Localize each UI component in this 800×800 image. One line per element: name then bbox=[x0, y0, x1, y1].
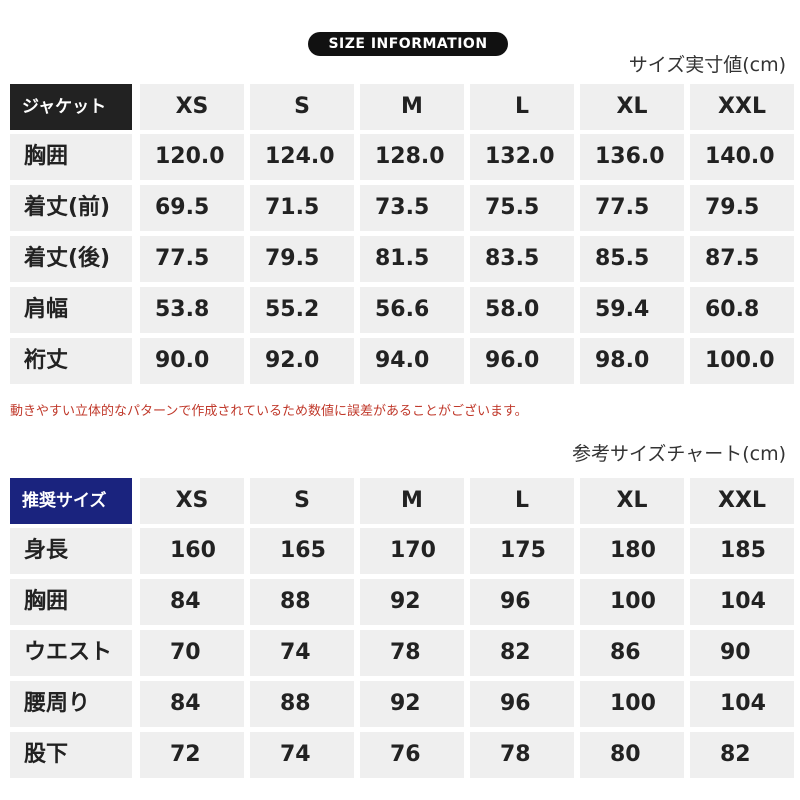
table-cell: 78 bbox=[360, 630, 464, 676]
table-cell: 100 bbox=[580, 681, 684, 727]
header-cell: XXL bbox=[690, 478, 794, 524]
table-cell: 69.5 bbox=[140, 185, 244, 231]
row-label: 股下 bbox=[10, 732, 132, 778]
table-cell: 128.0 bbox=[360, 134, 464, 180]
header-cell: XXL bbox=[690, 84, 794, 130]
header-cell: L bbox=[470, 478, 574, 524]
table-cell: 76 bbox=[360, 732, 464, 778]
table-cell: 55.2 bbox=[250, 287, 354, 333]
table-cell: 124.0 bbox=[250, 134, 354, 180]
table-cell: 79.5 bbox=[250, 236, 354, 282]
table-cell: 120.0 bbox=[140, 134, 244, 180]
header-label: ジャケット bbox=[10, 84, 132, 130]
table-cell: 96 bbox=[470, 681, 574, 727]
table-cell: 74 bbox=[250, 732, 354, 778]
row-label: 身長 bbox=[10, 528, 132, 574]
table-cell: 79.5 bbox=[690, 185, 794, 231]
table-cell: 77.5 bbox=[580, 185, 684, 231]
table-cell: 94.0 bbox=[360, 338, 464, 384]
table-cell: 90 bbox=[690, 630, 794, 676]
table-cell: 58.0 bbox=[470, 287, 574, 333]
table-cell: 100.0 bbox=[690, 338, 794, 384]
table-cell: 92.0 bbox=[250, 338, 354, 384]
table-cell: 77.5 bbox=[140, 236, 244, 282]
row-label: 裄丈 bbox=[10, 338, 132, 384]
table-cell: 104 bbox=[690, 579, 794, 625]
row-label: 腰周り bbox=[10, 681, 132, 727]
table-cell: 165 bbox=[250, 528, 354, 574]
table-cell: 74 bbox=[250, 630, 354, 676]
table-cell: 92 bbox=[360, 579, 464, 625]
table-cell: 82 bbox=[470, 630, 574, 676]
table-cell: 87.5 bbox=[690, 236, 794, 282]
header-cell: XL bbox=[580, 478, 684, 524]
table-cell: 175 bbox=[470, 528, 574, 574]
row-label: 肩幅 bbox=[10, 287, 132, 333]
header-cell: L bbox=[470, 84, 574, 130]
header-cell: XS bbox=[140, 478, 244, 524]
table-cell: 88 bbox=[250, 579, 354, 625]
header-label: 推奨サイズ bbox=[10, 478, 132, 524]
table-cell: 86 bbox=[580, 630, 684, 676]
badge: SIZE INFORMATION bbox=[308, 32, 508, 56]
table-cell: 59.4 bbox=[580, 287, 684, 333]
table-cell: 75.5 bbox=[470, 185, 574, 231]
caption: 参考サイズチャート(cm) bbox=[571, 443, 786, 465]
table-cell: 88 bbox=[250, 681, 354, 727]
table-cell: 96.0 bbox=[470, 338, 574, 384]
table-cell: 60.8 bbox=[690, 287, 794, 333]
table-cell: 98.0 bbox=[580, 338, 684, 384]
table-cell: 70 bbox=[140, 630, 244, 676]
caption: サイズ実寸値(cm) bbox=[628, 54, 786, 76]
table-cell: 90.0 bbox=[140, 338, 244, 384]
table-cell: 84 bbox=[140, 579, 244, 625]
table-cell: 72 bbox=[140, 732, 244, 778]
header-cell: M bbox=[360, 84, 464, 130]
table-cell: 140.0 bbox=[690, 134, 794, 180]
note: 動きやすい立体的なパターンで作成されているため数値に誤差があることがございます。 bbox=[10, 404, 528, 419]
table-cell: 104 bbox=[690, 681, 794, 727]
table-cell: 82 bbox=[690, 732, 794, 778]
table-cell: 78 bbox=[470, 732, 574, 778]
table-cell: 71.5 bbox=[250, 185, 354, 231]
row-label: 胸囲 bbox=[10, 579, 132, 625]
table-cell: 81.5 bbox=[360, 236, 464, 282]
table-cell: 53.8 bbox=[140, 287, 244, 333]
table-cell: 136.0 bbox=[580, 134, 684, 180]
table-cell: 84 bbox=[140, 681, 244, 727]
header-cell: M bbox=[360, 478, 464, 524]
header-cell: S bbox=[250, 84, 354, 130]
row-label: 着丈(前) bbox=[10, 185, 132, 231]
header-cell: XS bbox=[140, 84, 244, 130]
header-cell: XL bbox=[580, 84, 684, 130]
table-cell: 73.5 bbox=[360, 185, 464, 231]
table-cell: 83.5 bbox=[470, 236, 574, 282]
table-cell: 100 bbox=[580, 579, 684, 625]
row-label: 胸囲 bbox=[10, 134, 132, 180]
header-cell: S bbox=[250, 478, 354, 524]
table-cell: 85.5 bbox=[580, 236, 684, 282]
table-cell: 92 bbox=[360, 681, 464, 727]
table-cell: 96 bbox=[470, 579, 574, 625]
table-cell: 132.0 bbox=[470, 134, 574, 180]
row-label: ウエスト bbox=[10, 630, 132, 676]
table-cell: 185 bbox=[690, 528, 794, 574]
table-cell: 170 bbox=[360, 528, 464, 574]
table-cell: 80 bbox=[580, 732, 684, 778]
table-cell: 180 bbox=[580, 528, 684, 574]
table-cell: 160 bbox=[140, 528, 244, 574]
row-label: 着丈(後) bbox=[10, 236, 132, 282]
table-cell: 56.6 bbox=[360, 287, 464, 333]
